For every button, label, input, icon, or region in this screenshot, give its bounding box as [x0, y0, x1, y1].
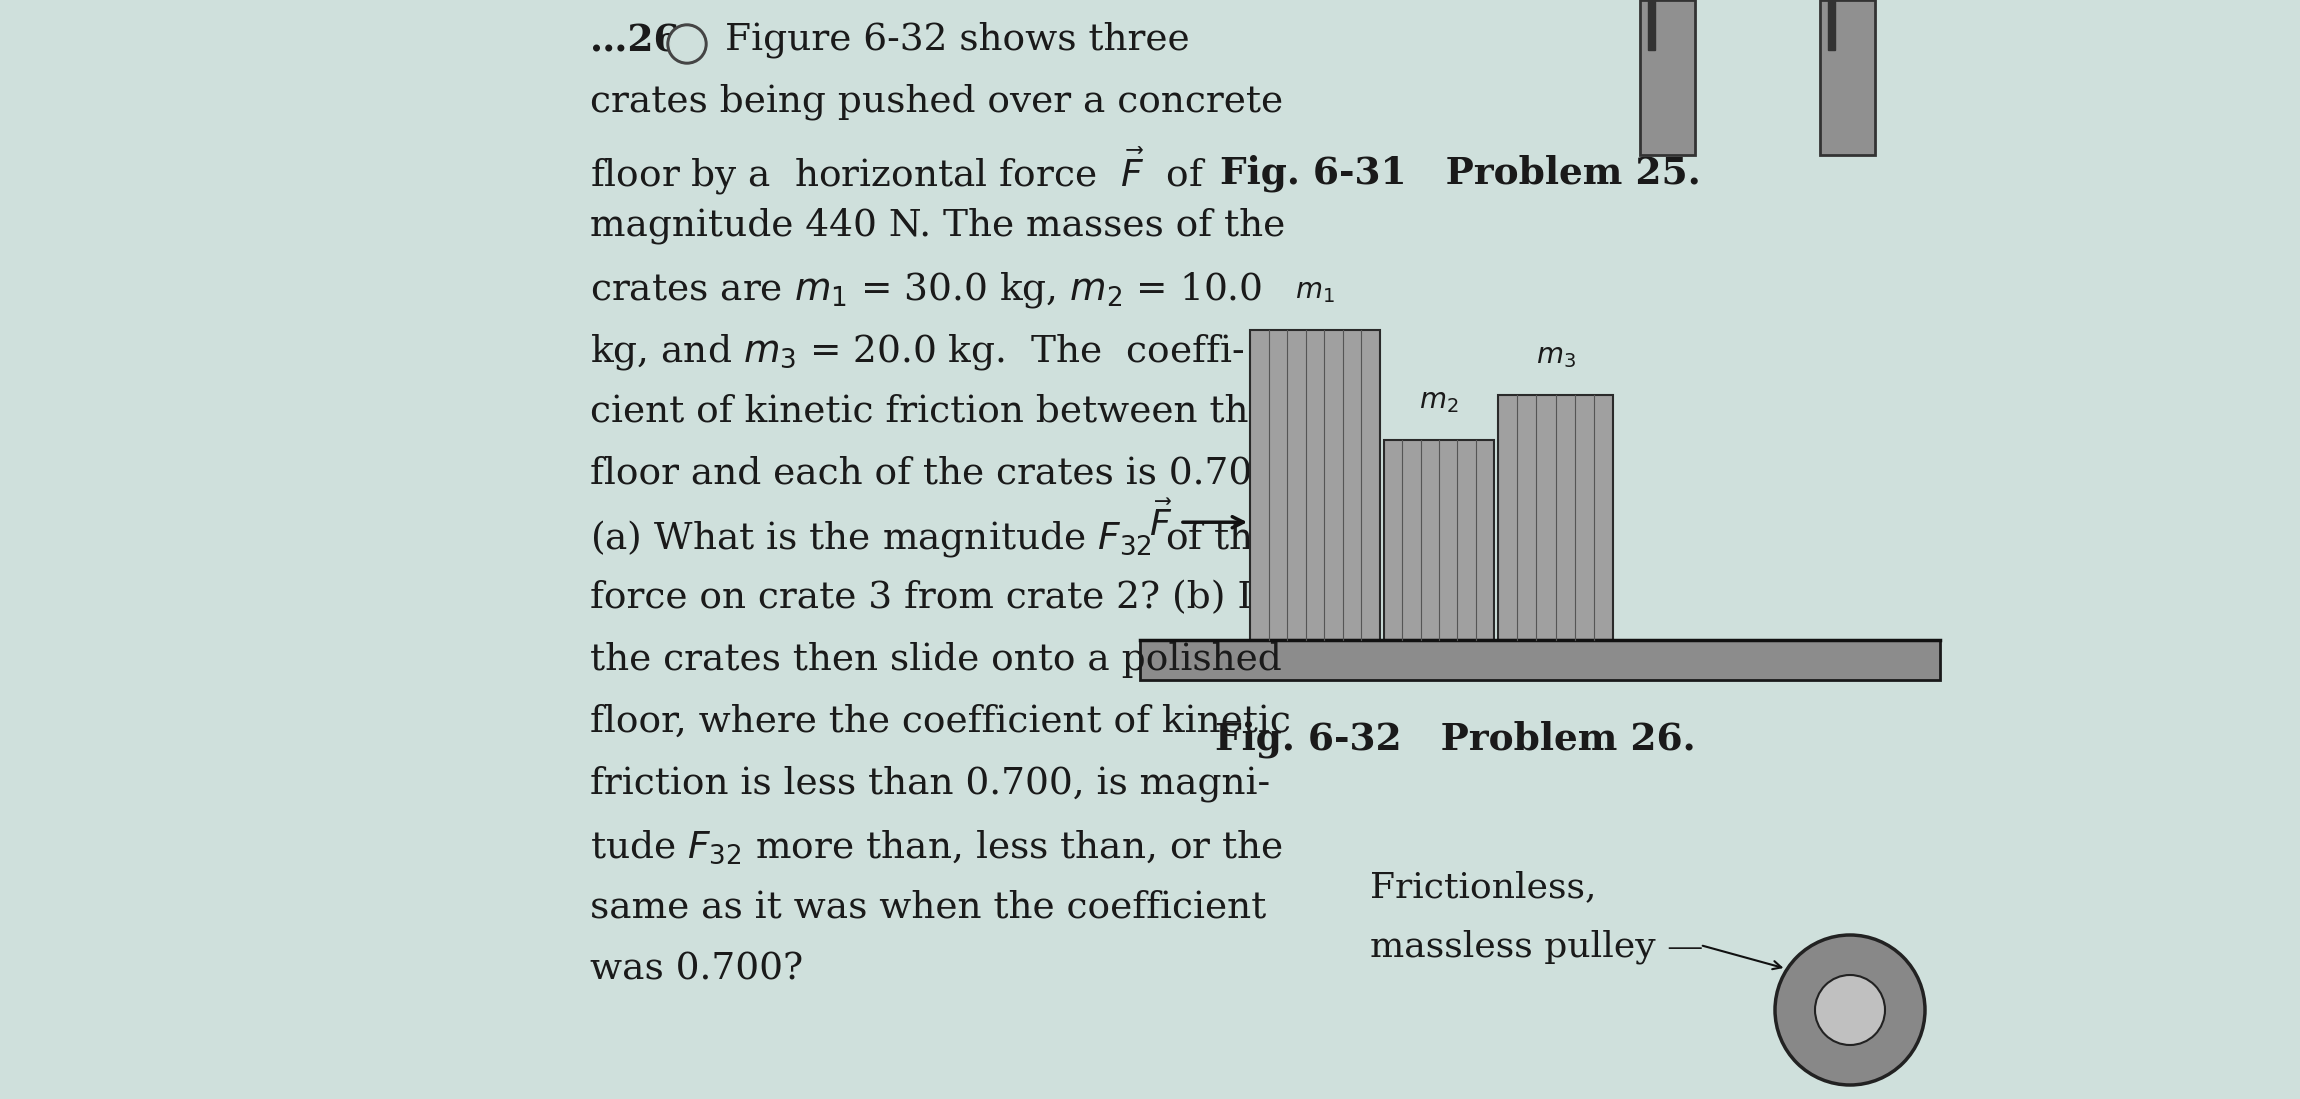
Text: $\vec{F}$: $\vec{F}$ [1148, 501, 1173, 543]
Text: go: go [678, 37, 695, 51]
Circle shape [667, 24, 706, 64]
Text: friction is less than 0.700, is magni-: friction is less than 0.700, is magni- [591, 766, 1270, 802]
Text: Figure 6-32 shows three: Figure 6-32 shows three [724, 22, 1189, 58]
Bar [1141, 640, 1939, 680]
Circle shape [1815, 975, 1886, 1045]
Text: floor by a  horizontal force  $\vec{F}$  of: floor by a horizontal force $\vec{F}$ of [591, 146, 1205, 198]
Text: force on crate 3 from crate 2? (b) If: force on crate 3 from crate 2? (b) If [591, 580, 1265, 617]
Text: …26: …26 [591, 22, 678, 59]
Text: was 0.700?: was 0.700? [591, 952, 803, 988]
Text: cient of kinetic friction between the: cient of kinetic friction between the [591, 395, 1270, 430]
Text: Frictionless,: Frictionless, [1371, 870, 1596, 904]
Text: Fig. 6-31   Problem 25.: Fig. 6-31 Problem 25. [1219, 155, 1700, 192]
Circle shape [1776, 935, 1925, 1085]
Text: floor and each of the crates is 0.700.: floor and each of the crates is 0.700. [591, 456, 1288, 492]
Bar [1819, 0, 1874, 155]
Text: kg, and $m_3$ = 20.0 kg.  The  coeffi-: kg, and $m_3$ = 20.0 kg. The coeffi- [591, 332, 1244, 371]
Text: (a) What is the magnitude $F_{32}$ of the: (a) What is the magnitude $F_{32}$ of th… [591, 518, 1274, 559]
Bar [1640, 0, 1695, 155]
Text: floor, where the coefficient of kinetic: floor, where the coefficient of kinetic [591, 704, 1290, 740]
Text: crates are $m_1$ = 30.0 kg, $m_2$ = 10.0: crates are $m_1$ = 30.0 kg, $m_2$ = 10.0 [591, 270, 1263, 310]
Text: $m_1$: $m_1$ [1295, 278, 1334, 306]
Bar [1385, 440, 1495, 640]
Bar [1497, 395, 1612, 640]
Text: crates being pushed over a concrete: crates being pushed over a concrete [591, 84, 1283, 121]
Bar [1649, 0, 1656, 49]
Text: the crates then slide onto a polished: the crates then slide onto a polished [591, 642, 1281, 678]
Text: Fig. 6-32   Problem 26.: Fig. 6-32 Problem 26. [1214, 720, 1695, 757]
Bar [1828, 0, 1835, 49]
Text: tude $F_{32}$ more than, less than, or the: tude $F_{32}$ more than, less than, or t… [591, 828, 1283, 866]
Bar [1249, 330, 1380, 640]
Text: $m_3$: $m_3$ [1536, 343, 1576, 370]
Text: $m_2$: $m_2$ [1419, 388, 1458, 415]
Text: magnitude 440 N. The masses of the: magnitude 440 N. The masses of the [591, 208, 1286, 244]
Text: same as it was when the coefficient: same as it was when the coefficient [591, 890, 1267, 926]
Circle shape [669, 27, 704, 62]
Text: massless pulley —: massless pulley — [1371, 930, 1704, 965]
